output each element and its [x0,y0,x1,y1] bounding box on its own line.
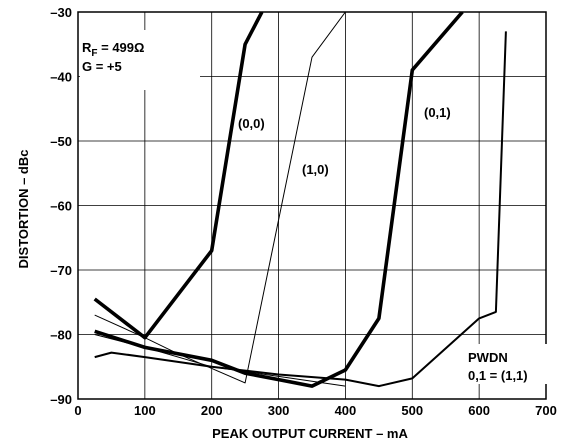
x-tick-label: 0 [74,403,81,418]
pwdn-annotation-line2: 0,1 = (1,1) [468,368,528,383]
series-line-00-0 [93,12,264,340]
x-tick-label: 600 [468,403,490,418]
x-tick-label: 200 [201,403,223,418]
label-01: (0,1) [424,105,451,120]
y-tick-label: –90 [50,392,72,407]
series-line-01-4 [94,31,507,388]
x-tick-label: 300 [268,403,290,418]
gain-annotation: G = +5 [82,59,122,74]
pwdn-annotation: PWDN [468,350,508,365]
x-tick-label: 500 [401,403,423,418]
plot-frame [77,11,547,400]
annotation-background [80,30,200,90]
series-line-10-2 [94,12,346,384]
y-tick-label: –40 [50,70,72,85]
y-axis-title: DISTORTION – dBc [16,150,31,269]
x-tick-label: 700 [535,403,557,418]
y-tick-label: –70 [50,263,72,278]
y-tick-label: –60 [50,199,72,214]
x-tick-label: 100 [134,403,156,418]
x-axis-title: PEAK OUTPUT CURRENT – mA [212,426,408,441]
x-tick-label: 400 [335,403,357,418]
y-tick-label: –50 [50,134,72,149]
tick-labels: 0 100 200 300 400 500 600 700 –30 –40 –50 –60 –70 –80… [50,5,557,418]
label-00: (0,0) [238,116,265,131]
y-tick-label: –30 [50,5,72,20]
pwdn-background [462,344,550,384]
label-10: (1,0) [302,162,329,177]
y-tick-label: –80 [50,328,72,343]
rf-annotation: RF = 499Ω [82,40,144,59]
series-lines [93,12,507,388]
